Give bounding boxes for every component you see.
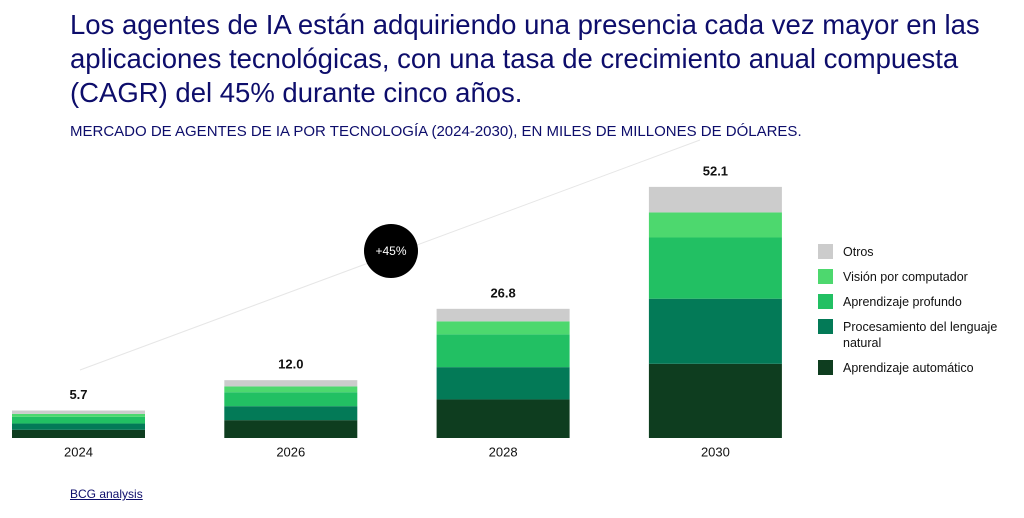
bar-segment: [648, 212, 782, 238]
bar-segment: [436, 308, 570, 322]
total-label: 52.1: [703, 163, 728, 178]
legend-item: Otros: [818, 244, 1018, 260]
total-label: 5.7: [69, 387, 87, 402]
bar-segment: [224, 406, 358, 421]
bar-segment: [12, 413, 145, 417]
bar-segment: [648, 237, 782, 299]
legend-label: Aprendizaje automático: [843, 361, 974, 375]
bar-segment: [224, 380, 358, 387]
bar-segment: [436, 399, 570, 438]
bar-segment: [436, 321, 570, 335]
legend-swatch: [818, 269, 833, 284]
legend-label: Procesamiento del lenguaje natural: [843, 320, 998, 350]
legend-label: Visión por computador: [843, 270, 968, 284]
x-tick-label: 2026: [276, 444, 305, 459]
bar-segment: [12, 416, 145, 424]
legend-item: Visión por computador: [818, 269, 1018, 285]
chart-subtitle: MERCADO DE AGENTES DE IA POR TECNOLOGÍA …: [70, 123, 802, 140]
total-label: 26.8: [490, 285, 515, 300]
x-tick-label: 2028: [489, 444, 518, 459]
bar-segment: [648, 363, 782, 438]
legend-swatch: [818, 244, 833, 259]
bar-segment: [648, 298, 782, 364]
bar-segment: [224, 392, 358, 407]
legend-swatch: [818, 360, 833, 375]
legend-label: Otros: [843, 245, 874, 259]
source: BCG analysis: [70, 487, 143, 501]
bar-segment: [648, 186, 782, 213]
bar-segment: [224, 420, 358, 438]
legend-swatch: [818, 294, 833, 309]
bar-segment: [12, 423, 145, 430]
legend-item: Procesamiento del lenguaje natural: [818, 319, 1018, 351]
bar-segment: [224, 386, 358, 393]
cagr-badge: [364, 224, 418, 278]
annotation: +45%: [375, 244, 406, 258]
legend-item: Aprendizaje automático: [818, 360, 1018, 376]
bar-segment: [12, 410, 145, 414]
bar-segment: [12, 429, 145, 438]
legend-swatch: [818, 319, 833, 334]
bar-segment: [436, 334, 570, 368]
x-tick-label: 2024: [64, 444, 93, 459]
total-label: 12.0: [278, 357, 303, 372]
legend-item: Aprendizaje profundo: [818, 294, 1018, 310]
bar-segment: [436, 367, 570, 400]
x-tick-label: 2030: [701, 444, 730, 459]
legend: Otros Visión por computador Aprendizaje pr…: [818, 244, 1018, 385]
chart-title: Los agentes de IA están adquiriendo una …: [70, 9, 980, 108]
legend-label: Aprendizaje profundo: [843, 295, 962, 309]
